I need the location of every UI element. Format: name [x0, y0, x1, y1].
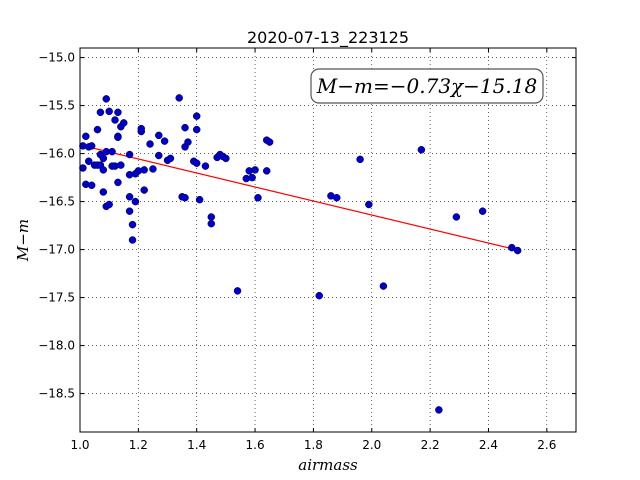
data-point	[137, 124, 146, 133]
data-point	[181, 194, 189, 202]
data-point	[248, 173, 256, 182]
data-point	[251, 166, 259, 174]
data-point	[87, 142, 96, 150]
x-tick-label: 1.4	[187, 438, 206, 452]
data-point	[195, 195, 204, 204]
data-point	[184, 138, 192, 146]
data-point	[128, 220, 137, 229]
data-point	[96, 108, 105, 117]
y-tick-label: −17.5	[38, 291, 75, 305]
data-point	[99, 154, 108, 163]
data-point	[207, 219, 216, 228]
data-point	[379, 282, 388, 290]
data-point	[99, 188, 108, 196]
data-point	[102, 95, 111, 103]
x-axis-label: airmass	[298, 456, 358, 474]
data-point	[105, 200, 113, 209]
data-point	[117, 161, 125, 169]
data-point	[93, 125, 102, 134]
data-point	[99, 166, 108, 174]
data-point	[120, 119, 128, 127]
data-point	[160, 137, 169, 145]
data-point	[181, 123, 189, 132]
data-point	[452, 213, 461, 221]
fit-line	[79, 144, 512, 250]
data-point	[435, 406, 443, 414]
x-tick-label: 1.6	[246, 438, 265, 452]
data-point	[87, 181, 96, 190]
data-point	[192, 159, 201, 167]
data-point	[315, 291, 323, 300]
data-point	[265, 138, 274, 146]
data-point	[513, 246, 522, 255]
data-point	[140, 186, 148, 194]
data-point	[114, 133, 122, 142]
x-tick-label: 2.4	[479, 438, 498, 452]
data-point	[125, 207, 134, 215]
data-point	[478, 207, 487, 215]
data-point	[254, 194, 262, 202]
data-point	[356, 155, 364, 164]
data-point	[79, 164, 87, 172]
data-point	[108, 147, 116, 156]
y-axis-label: M−m	[14, 219, 32, 262]
data-point	[111, 116, 119, 124]
x-tick-label: 1.2	[129, 438, 148, 452]
x-tick-label: 2.6	[537, 438, 556, 452]
data-point	[222, 154, 230, 163]
y-tick-label: −15.0	[38, 51, 75, 65]
data-point	[114, 108, 122, 117]
plot-frame	[79, 47, 577, 433]
x-tick-label: 1.8	[304, 438, 323, 452]
x-tick-label: 2.2	[421, 438, 440, 452]
y-tick-label: −16.5	[38, 195, 75, 209]
data-point	[192, 125, 201, 134]
data-point	[82, 132, 90, 141]
data-point	[114, 178, 122, 187]
data-point	[125, 150, 134, 159]
grid-lines	[80, 48, 576, 432]
chart-title: 2020-07-13_223125	[247, 28, 409, 48]
data-point	[140, 166, 148, 174]
fit-equation-annotation: M−m=−0.73χ−15.18	[310, 68, 544, 104]
data-point	[175, 94, 183, 102]
data-point	[417, 146, 426, 154]
data-point	[155, 151, 163, 160]
annotation-box	[310, 68, 544, 104]
data-point	[233, 287, 242, 295]
data-point	[192, 112, 201, 120]
y-tick-label: −15.5	[38, 99, 75, 113]
data-point	[333, 194, 341, 202]
x-tick-label: 2.0	[362, 438, 381, 452]
data-point	[149, 165, 157, 173]
data-point	[262, 167, 271, 175]
data-point	[155, 131, 163, 140]
data-point	[125, 193, 134, 201]
data-point	[105, 107, 113, 116]
data-point	[207, 213, 216, 221]
y-tick-label: −17.0	[38, 243, 75, 257]
axis-ticks: 1.0 1.2 1.4 1.6 1.8 2.0 2.2 2.4 2.6 −15.0 −15.5 −16…	[38, 48, 576, 452]
data-point	[131, 197, 140, 206]
fit-line-layer	[79, 144, 512, 250]
x-tick-label: 1.0	[70, 438, 89, 452]
y-tick-label: −18.0	[38, 339, 75, 353]
data-point	[146, 140, 154, 148]
data-points	[79, 94, 522, 414]
y-tick-label: −18.5	[38, 387, 75, 401]
data-point	[166, 154, 175, 163]
y-tick-label: −16.0	[38, 147, 75, 161]
data-point	[85, 157, 93, 166]
data-point	[201, 162, 210, 170]
annotation-text: M−m=−0.73χ−15.18	[316, 74, 537, 98]
data-point	[128, 236, 137, 244]
data-point	[365, 200, 373, 209]
